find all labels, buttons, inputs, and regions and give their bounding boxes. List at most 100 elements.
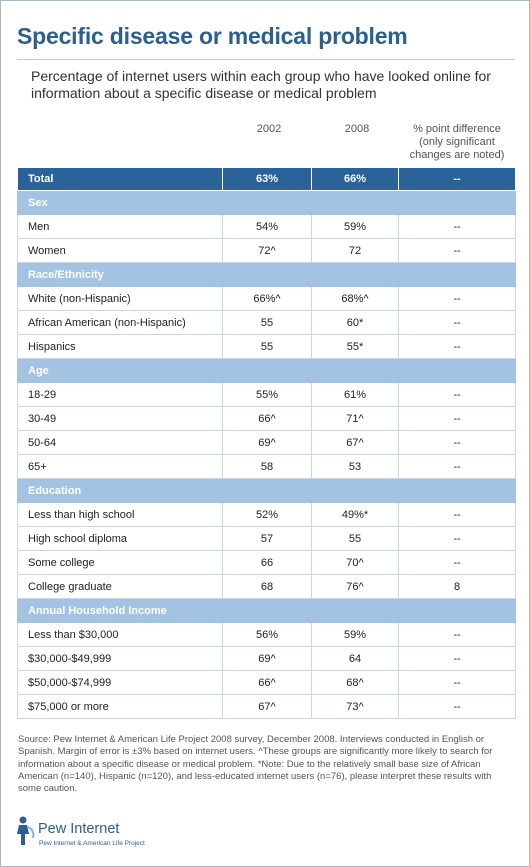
value-2008: 68^ xyxy=(311,670,399,695)
table-row: Less than high school 52% 49%* -- xyxy=(17,502,516,527)
value-difference: -- xyxy=(398,286,516,311)
value-difference: -- xyxy=(398,646,516,671)
value-2002: 55 xyxy=(222,334,312,359)
value-difference: -- xyxy=(398,382,516,407)
value-2002: 52% xyxy=(222,502,312,527)
row-label: Men xyxy=(17,214,223,239)
value-difference: -- xyxy=(398,406,516,431)
row-label: High school diploma xyxy=(17,526,223,551)
value-difference: -- xyxy=(398,334,516,359)
value-2008: 55 xyxy=(311,526,399,551)
value-2008: 73^ xyxy=(311,694,399,719)
table-row: Men 54% 59% -- xyxy=(17,214,516,239)
value-2002: 66^ xyxy=(222,670,312,695)
section-header-row: Age xyxy=(17,358,516,383)
total-row: Total 63% 66% -- xyxy=(17,167,516,191)
value-difference: -- xyxy=(398,238,516,263)
chart-subtitle: Percentage of internet users within each… xyxy=(31,68,491,101)
column-header-2002: 2002 xyxy=(256,123,282,135)
pew-logo-icon xyxy=(17,816,35,845)
title-divider xyxy=(17,59,515,60)
logo-tagline: Pew Internet & American Life Project xyxy=(39,840,145,847)
value-difference: -- xyxy=(398,622,516,647)
table-row: Women 72^ 72 -- xyxy=(17,238,516,263)
row-label: White (non-Hispanic) xyxy=(17,286,223,311)
table-row: High school diploma 57 55 -- xyxy=(17,526,516,551)
row-label: Less than high school xyxy=(17,502,223,527)
section-label: Annual Household Income xyxy=(17,598,516,623)
row-label: College graduate xyxy=(17,574,223,599)
value-2008: 64 xyxy=(311,646,399,671)
row-label: 18-29 xyxy=(17,382,223,407)
value-difference: -- xyxy=(398,694,516,719)
value-difference: -- xyxy=(398,670,516,695)
table-row: 30-49 66^ 71^ -- xyxy=(17,406,516,431)
value-2008: 59% xyxy=(311,214,399,239)
section-header-row: Race/Ethnicity xyxy=(17,262,516,287)
value-difference: -- xyxy=(398,430,516,455)
table-row: Some college 66 70^ -- xyxy=(17,550,516,575)
row-label: 30-49 xyxy=(17,406,223,431)
section-label: Race/Ethnicity xyxy=(17,262,516,287)
row-label: Less than $30,000 xyxy=(17,622,223,647)
row-label: $75,000 or more xyxy=(17,694,223,719)
row-label: Hispanics xyxy=(17,334,223,359)
value-difference: -- xyxy=(398,454,516,479)
value-2002: 69^ xyxy=(222,646,312,671)
row-label: African American (non-Hispanic) xyxy=(17,310,223,335)
value-2002: 68 xyxy=(222,574,312,599)
section-header-row: Education xyxy=(17,478,516,503)
value-2008: 76^ xyxy=(311,574,399,599)
value-2008: 70^ xyxy=(311,550,399,575)
value-2008: 49%* xyxy=(311,502,399,527)
value-2002: 54% xyxy=(222,214,312,239)
table-body: Total 63% 66% -- Sex Men 54% 59% -- Women 72^ 7… xyxy=(17,167,516,719)
row-label: 65+ xyxy=(17,454,223,479)
row-label: Some college xyxy=(17,550,223,575)
value-2008: 55* xyxy=(311,334,399,359)
table-row: White (non-Hispanic) 66%^ 68%^ -- xyxy=(17,286,516,311)
section-label: Education xyxy=(17,478,516,503)
value-2008: 71^ xyxy=(311,406,399,431)
row-label: 50-64 xyxy=(17,430,223,455)
value-2002: 58 xyxy=(222,454,312,479)
value-2002: 66 xyxy=(222,550,312,575)
value-2002: 66%^ xyxy=(222,286,312,311)
value-2008: 67^ xyxy=(311,430,399,455)
table-row: 18-29 55% 61% -- xyxy=(17,382,516,407)
section-label: Age xyxy=(17,358,516,383)
value-difference: -- xyxy=(398,502,516,527)
value-2002: 63% xyxy=(222,167,312,191)
value-difference: -- xyxy=(398,526,516,551)
column-header-2008: 2008 xyxy=(344,123,370,135)
value-difference: -- xyxy=(398,550,516,575)
value-2002: 55% xyxy=(222,382,312,407)
value-2002: 56% xyxy=(222,622,312,647)
value-2002: 66^ xyxy=(222,406,312,431)
value-difference: -- xyxy=(398,214,516,239)
row-label: Total xyxy=(17,167,223,191)
chart-title: Specific disease or medical problem xyxy=(17,23,408,49)
logo-name: Pew Internet xyxy=(38,821,120,837)
value-2002: 55 xyxy=(222,310,312,335)
section-header-row: Annual Household Income xyxy=(17,598,516,623)
value-difference: 8 xyxy=(398,574,516,599)
table-row: Hispanics 55 55* -- xyxy=(17,334,516,359)
table-row: 50-64 69^ 67^ -- xyxy=(17,430,516,455)
row-label: $50,000-$74,999 xyxy=(17,670,223,695)
value-2008: 66% xyxy=(311,167,399,191)
value-2008: 68%^ xyxy=(311,286,399,311)
row-label: $30,000-$49,999 xyxy=(17,646,223,671)
value-2002: 67^ xyxy=(222,694,312,719)
section-header-row: Sex xyxy=(17,190,516,215)
value-2008: 53 xyxy=(311,454,399,479)
data-table: Total 63% 66% -- Sex Men 54% 59% -- Women 72^ 7… xyxy=(17,167,516,719)
table-row: Less than $30,000 56% 59% -- xyxy=(17,622,516,647)
column-header-difference: % point difference (only significant cha… xyxy=(409,123,505,161)
table-row: $30,000-$49,999 69^ 64 -- xyxy=(17,646,516,671)
value-2008: 72 xyxy=(311,238,399,263)
table-row: African American (non-Hispanic) 55 60* -- xyxy=(17,310,516,335)
row-label: Women xyxy=(17,238,223,263)
value-2002: 69^ xyxy=(222,430,312,455)
